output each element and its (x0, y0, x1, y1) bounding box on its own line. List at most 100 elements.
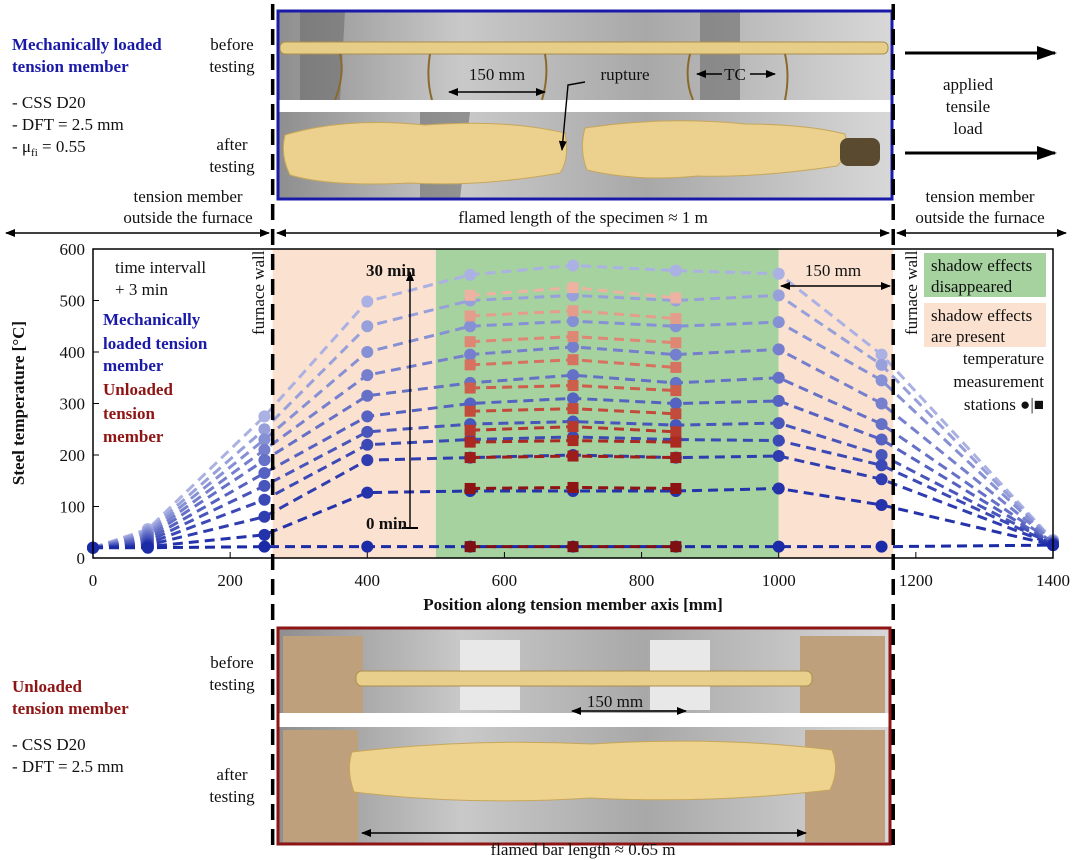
marker-square (670, 452, 682, 464)
marker-circle (772, 394, 785, 407)
marker-square (464, 310, 476, 322)
photo-annotation: 150 mm (469, 65, 525, 84)
x-tick-label: 200 (217, 571, 243, 590)
photo-annotation: 150 mm (587, 692, 643, 711)
photo-label: after (216, 135, 247, 154)
series-line (92, 293, 1055, 550)
annotation: 0 min (366, 514, 408, 533)
marker-circle (258, 493, 271, 506)
spec-part: = 0.55 (38, 137, 86, 156)
marker-square (567, 450, 579, 462)
marker-square (567, 421, 579, 433)
spec: - CSS D20 (12, 93, 86, 112)
marker-circle (875, 459, 888, 472)
annotation: temperature (963, 349, 1044, 368)
panel-title: Unloaded (12, 677, 82, 696)
marker-square (670, 292, 682, 304)
annotation: Unloaded (103, 380, 173, 399)
marker-square (567, 403, 579, 415)
y-tick-label: 400 (60, 343, 86, 362)
marker-circle (875, 473, 888, 486)
y-tick-label: 300 (60, 395, 86, 414)
marker-square (567, 305, 579, 317)
marker-circle (772, 343, 785, 356)
marker-square (464, 359, 476, 371)
zone-label: outside the furnace (123, 208, 252, 227)
zones: tension member outside the furnace flame… (5, 187, 1067, 237)
series-line (92, 345, 1054, 550)
marker-square (670, 482, 682, 494)
marker-circle (361, 425, 374, 438)
zone-label: flamed length of the specimen ≈ 1 m (458, 208, 708, 227)
marker-circle (361, 389, 374, 402)
y-tick-label: 500 (60, 292, 86, 311)
wall-label: furnace wall (902, 250, 921, 335)
bottom-panel: Unloaded tension member - CSS D20 - DFT … (12, 626, 892, 859)
marker-circle (772, 316, 785, 329)
wall-label: furnace wall (249, 250, 268, 335)
marker-circle (258, 467, 271, 480)
marker-circle (669, 397, 682, 410)
spec: - DFT = 2.5 mm (12, 115, 124, 134)
marker-square (670, 426, 682, 438)
marker-circle (361, 320, 374, 333)
marker-square (464, 289, 476, 301)
series-line (92, 486, 1054, 550)
x-tick-label: 600 (492, 571, 518, 590)
marker-circle (772, 482, 785, 495)
spec-part: - μ (12, 137, 31, 156)
legend-label: disappeared (931, 277, 1013, 296)
marker-square (464, 436, 476, 448)
annotation: + 3 min (115, 280, 169, 299)
marker-square (670, 385, 682, 397)
marker-circle (875, 348, 888, 361)
marker-circle (361, 540, 374, 553)
annotation: loaded tension (103, 334, 208, 353)
chart: 0 100 200 300 400 500 600 0 200 400 600 800 1000 1200… (9, 240, 1070, 614)
marker-circle (669, 348, 682, 361)
series-line (93, 543, 1054, 550)
photo-annotation: rupture (600, 65, 649, 84)
shaded-region (272, 249, 436, 558)
marker-circle (567, 392, 579, 405)
marker-circle (567, 259, 579, 272)
marker-circle (875, 449, 888, 461)
marker-circle (772, 371, 785, 384)
marker-square (464, 541, 476, 553)
series-line (92, 263, 1055, 550)
zone-label: tension member (925, 187, 1034, 206)
zone-label: outside the furnace (915, 208, 1044, 227)
panel-title: tension member (12, 57, 129, 76)
series-line (92, 420, 1054, 550)
series-line (92, 453, 1054, 550)
spec: - μfi = 0.55 (12, 137, 86, 159)
photo-label: testing (209, 675, 255, 694)
photo-label: testing (209, 787, 255, 806)
x-tick-label: 1200 (899, 571, 933, 590)
marker-square (670, 361, 682, 373)
photo-frame (276, 626, 892, 846)
y-tick-label: 600 (60, 240, 86, 259)
annotation: measurement (953, 372, 1044, 391)
marker-circle (567, 369, 579, 382)
marker-square (464, 482, 476, 494)
length-label: flamed bar length ≈ 0.65 m (491, 840, 676, 859)
annotation: 30 min (366, 261, 416, 280)
load-label: tensile (946, 97, 990, 116)
annotation: time intervall (115, 258, 206, 277)
marker-square (567, 541, 579, 553)
marker-square (567, 481, 579, 493)
x-tick-label: 800 (629, 571, 655, 590)
marker-circle (772, 417, 785, 430)
marker-square (567, 282, 579, 294)
legend-label: shadow effects (931, 306, 1032, 325)
photo: 150 mm rupture TC (278, 11, 892, 199)
marker-circle (875, 397, 888, 410)
photo-label: testing (209, 57, 255, 76)
spec: - CSS D20 (12, 735, 86, 754)
marker-square (670, 436, 682, 448)
series-line (92, 396, 1054, 550)
marker-square (464, 452, 476, 464)
top-panel: Mechanically loaded tension member - CSS… (12, 9, 1057, 201)
marker-square (670, 337, 682, 349)
